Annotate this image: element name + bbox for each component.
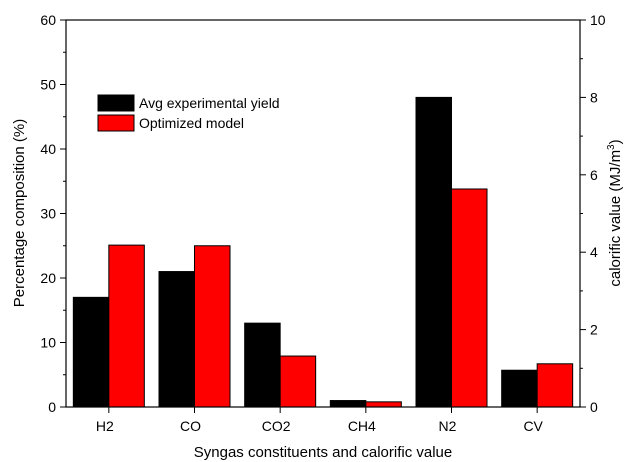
legend-swatch-optimized: [97, 114, 135, 132]
bar-co2-series-1: [244, 322, 281, 408]
y-left-tick-label-30: 30: [40, 206, 56, 222]
bar-ch4-series-1: [329, 400, 367, 408]
x-tick-label-ch4: CH4: [348, 418, 376, 434]
y-right-tick-label-10: 10: [590, 12, 606, 28]
bar-co-series-1: [158, 271, 195, 408]
y-axis-right-title-main: calorific value (MJ/m: [607, 150, 624, 287]
y-axis-right-title-sup: 3: [606, 144, 617, 150]
legend-label-optimized: Optimized model: [139, 115, 244, 131]
bar-n2-series-1: [415, 96, 452, 408]
tick-labels-group: H2 CO CO2 CH4 N2 CV 0 10 20 30 40 50 60 0 2 4 6 8 10: [40, 12, 605, 434]
x-tick-label-h2: H2: [96, 418, 114, 434]
bar-h2-series-2: [108, 244, 145, 408]
legend-label-experimental: Avg experimental yield: [139, 95, 280, 111]
y-left-tick-label-50: 50: [40, 77, 56, 93]
y-left-tick-label-60: 60: [40, 12, 56, 28]
x-tick-label-co: CO: [180, 418, 201, 434]
bar-cv-series-2: [536, 363, 574, 408]
y-right-tick-label-0: 0: [590, 399, 598, 415]
bar-h2-series-1: [72, 296, 110, 408]
y-left-tick-label-20: 20: [40, 270, 56, 286]
y-right-tick-label-4: 4: [590, 244, 598, 260]
x-axis-title: Syngas constituents and calorific value: [194, 444, 452, 461]
y-left-tick-label-40: 40: [40, 141, 56, 157]
y-axis-right-title-end: ): [607, 139, 624, 144]
legend-swatch-experimental: [97, 94, 135, 112]
y-right-tick-label-8: 8: [590, 89, 598, 105]
plot-frame: [65, 19, 581, 408]
y-left-tick-label-10: 10: [40, 335, 56, 351]
bar-co-series-2: [194, 245, 231, 408]
legend: Avg experimental yield Optimized model: [97, 94, 280, 132]
x-tick-label-n2: N2: [439, 418, 457, 434]
y-axis-right-title: calorific value (MJ/m3): [606, 139, 624, 286]
bar-co2-series-2: [279, 355, 317, 408]
x-tick-label-cv: CV: [523, 418, 543, 434]
y-axis-left-title: Percentage composition (%): [11, 119, 28, 307]
bar-cv-series-1: [501, 369, 538, 408]
y-right-tick-label-2: 2: [590, 322, 598, 338]
x-tick-label-co2: CO2: [262, 418, 291, 434]
y-right-tick-label-6: 6: [590, 167, 598, 183]
bar-n2-series-2: [451, 188, 488, 408]
bar-ch4-series-2: [365, 401, 402, 408]
bars-group: [72, 96, 574, 408]
y-left-tick-label-0: 0: [48, 399, 56, 415]
